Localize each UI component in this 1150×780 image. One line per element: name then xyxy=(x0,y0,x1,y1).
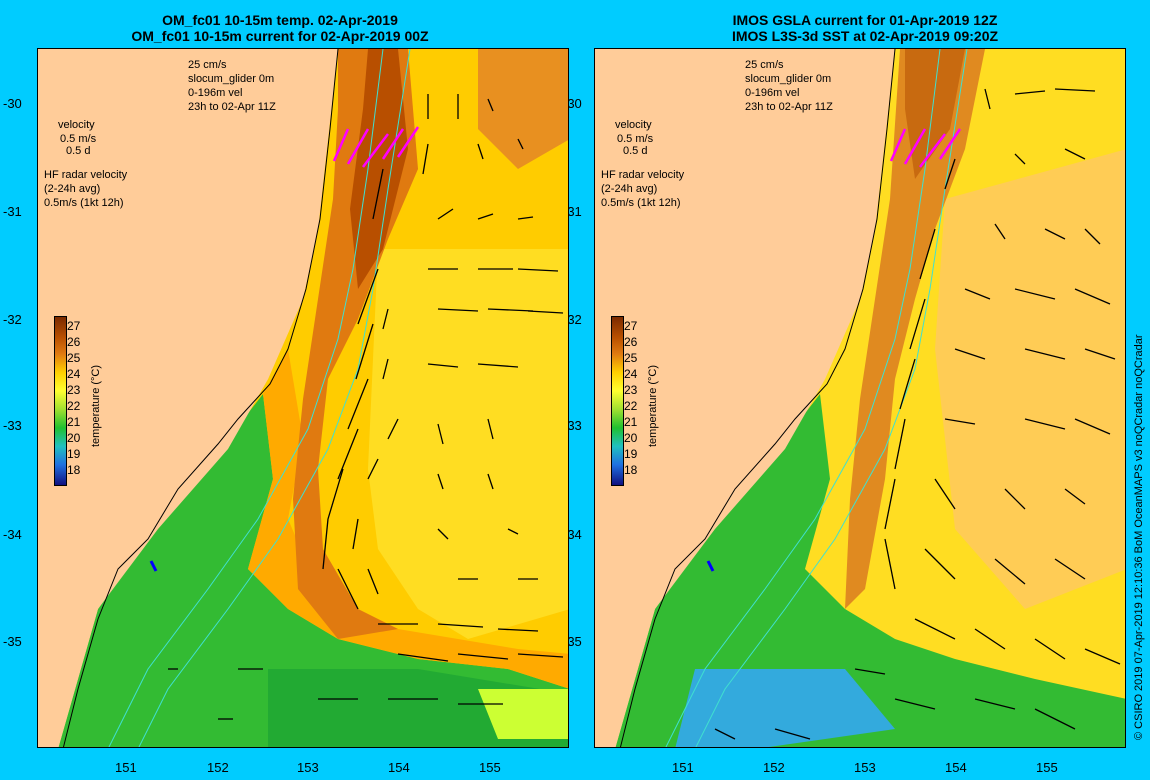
colorbar-tick: 19 xyxy=(624,447,638,461)
colorbar-tick: 23 xyxy=(67,383,81,397)
legend-vel: 0-196m vel xyxy=(188,87,243,99)
right-map-svg xyxy=(595,49,1125,747)
left-title-line2: OM_fc01 10-15m current for 02-Apr-2019 0… xyxy=(131,28,429,44)
sst-gap-region xyxy=(935,149,1125,609)
colorbar-tick: 23 xyxy=(624,383,638,397)
colorbar-tick: 27 xyxy=(624,319,638,333)
legend-hf-avg: (2-24h avg) xyxy=(601,183,658,195)
legend-hf-scale: 0.5m/s (1kt 12h) xyxy=(44,197,124,209)
warm-current-core xyxy=(905,49,965,179)
lat-label: -32 xyxy=(3,312,22,327)
lat-label: -30 xyxy=(3,96,22,111)
right-title-line1: IMOS GSLA current for 01-Apr-2019 12Z xyxy=(732,12,998,28)
legend-hf-avg: (2-24h avg) xyxy=(44,183,101,195)
lat-label: -33 xyxy=(3,418,22,433)
coastline xyxy=(619,49,896,747)
lon-label: 153 xyxy=(854,760,876,775)
colorbar-tick: 18 xyxy=(624,463,638,477)
colorbar xyxy=(611,316,624,486)
legend-scale: 25 cm/s xyxy=(188,59,227,71)
colorbar-tick: 21 xyxy=(67,415,81,429)
legend-hf-title: HF radar velocity xyxy=(601,169,685,181)
warm-current-core xyxy=(845,49,985,609)
colorbar-tick: 26 xyxy=(624,335,638,349)
lon-label: 155 xyxy=(479,760,501,775)
land xyxy=(38,49,338,747)
cool-water-region xyxy=(615,394,1125,747)
colorbar-tick: 22 xyxy=(67,399,81,413)
cool-water-region xyxy=(675,669,895,747)
lon-label: 155 xyxy=(1036,760,1058,775)
left-title-line1: OM_fc01 10-15m temp. 02-Apr-2019 xyxy=(162,12,398,28)
legend-velocity-title: velocity xyxy=(615,119,652,131)
lon-label: 154 xyxy=(388,760,410,775)
cool-water-region xyxy=(268,669,568,747)
legend-vel-d: 0.5 d xyxy=(66,145,91,157)
bathymetry-contour xyxy=(138,49,411,747)
right-title: IMOS GSLA current for 01-Apr-2019 12Z IM… xyxy=(660,12,1070,44)
right-map-panel[interactable]: 25 cm/s slocum_glider 0m 0-196m vel 23h … xyxy=(594,48,1126,748)
legend-time: 23h to 02-Apr 11Z xyxy=(745,101,833,113)
colorbar-tick: 19 xyxy=(67,447,81,461)
glider-track xyxy=(149,560,158,572)
lon-label: 151 xyxy=(672,760,694,775)
lon-label: 152 xyxy=(207,760,229,775)
right-title-line2: IMOS L3S-3d SST at 02-Apr-2019 09:20Z xyxy=(731,28,999,44)
cool-water-region xyxy=(478,689,568,739)
colorbar-tick: 22 xyxy=(624,399,638,413)
lon-label: 154 xyxy=(945,760,967,775)
velocity-arrows xyxy=(168,94,564,720)
legend-glider: slocum_glider 0m xyxy=(745,73,832,85)
colorbar-tick: 21 xyxy=(624,415,638,429)
warm-current-core xyxy=(478,49,568,169)
colorbar-tick: 25 xyxy=(67,351,81,365)
legend-hf-scale: 0.5m/s (1kt 12h) xyxy=(601,197,681,209)
left-title: OM_fc01 10-15m temp. 02-Apr-2019 OM_fc01… xyxy=(90,12,470,44)
lon-label: 153 xyxy=(297,760,319,775)
lon-label: 152 xyxy=(763,760,785,775)
lat-label: -35 xyxy=(3,634,22,649)
hf-radar-arrows xyxy=(332,126,420,168)
legend-vel-d: 0.5 d xyxy=(623,145,648,157)
colorbar-tick: 25 xyxy=(624,351,638,365)
bathymetry-contour xyxy=(108,49,384,747)
colorbar-tick: 20 xyxy=(67,431,81,445)
lat-label: -31 xyxy=(3,204,22,219)
legend-vel-ms: 0.5 m/s xyxy=(60,133,97,145)
glider-track xyxy=(706,560,715,572)
velocity-arrows xyxy=(714,88,1121,740)
land xyxy=(595,49,895,747)
lat-label: -34 xyxy=(3,527,22,542)
warm-current-core xyxy=(350,49,408,289)
legend-glider: slocum_glider 0m xyxy=(188,73,275,85)
left-map-svg xyxy=(38,49,568,747)
legend-vel-ms: 0.5 m/s xyxy=(617,133,654,145)
coastline xyxy=(62,49,339,747)
legend-vel: 0-196m vel xyxy=(745,87,800,99)
legend-velocity-title: velocity xyxy=(58,119,95,131)
colorbar-tick: 18 xyxy=(67,463,81,477)
colorbar-label: temperature (°C) xyxy=(90,364,102,447)
left-map-panel[interactable]: 25 cm/s slocum_glider 0m 0-196m vel 23h … xyxy=(37,48,569,748)
ocean-yellow-region xyxy=(368,249,568,639)
colorbar-tick: 24 xyxy=(624,367,638,381)
bathymetry-contour xyxy=(665,49,941,747)
colorbar-tick: 26 xyxy=(67,335,81,349)
colorbar-tick: 24 xyxy=(67,367,81,381)
colorbar xyxy=(54,316,67,486)
colorbar-tick: 27 xyxy=(67,319,81,333)
colorbar-label: temperature (°C) xyxy=(647,364,659,447)
legend-hf-title: HF radar velocity xyxy=(44,169,128,181)
legend-time: 23h to 02-Apr 11Z xyxy=(188,101,276,113)
colorbar-tick: 20 xyxy=(624,431,638,445)
lon-label: 151 xyxy=(115,760,137,775)
cool-water-region xyxy=(58,394,568,747)
credit-text: © CSIRO 2019 07-Apr-2019 12:10:36 BoM Oc… xyxy=(1133,334,1145,740)
bathymetry-contour xyxy=(695,49,968,747)
legend-scale: 25 cm/s xyxy=(745,59,784,71)
hf-radar-arrows xyxy=(889,128,962,168)
